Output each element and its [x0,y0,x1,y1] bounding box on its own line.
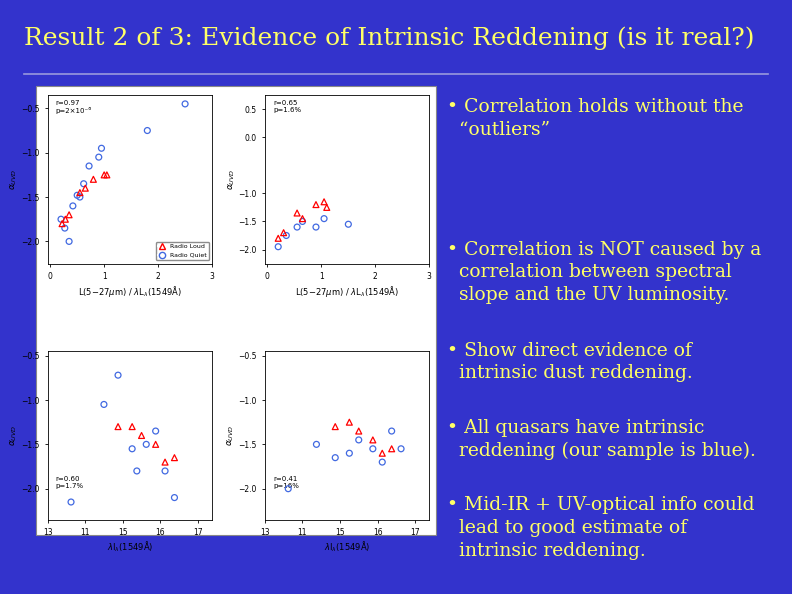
Bar [36,86,436,535]
Point [79,184,92,193]
Text: • Mid-IR + UV-optical info could
  lead to good estimate of
  intrinsic reddenin: • Mid-IR + UV-optical info could lead to… [447,496,755,560]
Point [318,214,330,223]
Point [179,99,192,109]
Point [59,223,71,233]
Point [277,228,290,238]
Y-axis label: $\alpha_{UVD}$: $\alpha_{UVD}$ [9,425,19,446]
Point [70,191,83,200]
Point [65,497,78,507]
Point [141,126,154,135]
Point [272,242,284,251]
Point [101,170,113,179]
Point [150,426,162,436]
X-axis label: $\lambda$I$_\lambda$(1549$\rm\AA$): $\lambda$I$_\lambda$(1549$\rm\AA$) [324,540,370,554]
Point [97,400,110,409]
Point [367,435,379,445]
Point [280,230,292,240]
Text: r=0.60
p=1.7%: r=0.60 p=1.7% [55,476,84,489]
Point [135,431,148,440]
Point [376,457,389,467]
Point [78,179,90,188]
Point [74,192,86,202]
Point [367,444,379,454]
Text: • Correlation is NOT caused by a
  correlation between spectral
  slope and the : • Correlation is NOT caused by a correla… [447,241,762,304]
Point [343,418,356,427]
Point [158,457,171,467]
Point [329,422,341,431]
Point [386,426,398,436]
Point [126,444,139,454]
Point [352,435,365,445]
Point [291,208,303,218]
Point [87,175,100,184]
Point [59,214,71,224]
X-axis label: L(5$-$27$\mu$m) / $\lambda$L$_\lambda$(1549$\rm\AA$): L(5$-$27$\mu$m) / $\lambda$L$_\lambda$(1… [295,284,399,299]
Point [272,233,284,243]
Point [67,201,79,211]
Point [321,203,333,212]
Text: • All quasars have intrinsic
  reddening (our sample is blue).: • All quasars have intrinsic reddening (… [447,419,756,460]
Point [55,214,67,224]
Point [63,236,75,246]
Point [131,466,143,476]
Point [386,444,398,454]
Legend: Radio Loud, Radio Quiet: Radio Loud, Radio Quiet [156,242,209,260]
Text: Result 2 of 3: Evidence of Intrinsic Reddening (is it real?): Result 2 of 3: Evidence of Intrinsic Red… [24,27,754,50]
Point [93,153,105,162]
Point [126,422,139,431]
Text: • Correlation holds without the
  “outliers”: • Correlation holds without the “outlier… [447,98,744,139]
Point [168,493,181,503]
Point [296,214,309,223]
Point [310,222,322,232]
Point [352,426,365,436]
Point [82,161,95,170]
Point [140,440,153,449]
X-axis label: $\lambda$I$_\lambda$(1549$\rm\AA$): $\lambda$I$_\lambda$(1549$\rm\AA$) [107,540,153,554]
Point [95,144,108,153]
Point [296,217,309,226]
Point [318,197,330,207]
X-axis label: L(5$-$27$\mu$m) / $\lambda$L$_\lambda$(1549$\rm\AA$): L(5$-$27$\mu$m) / $\lambda$L$_\lambda$(1… [78,284,182,299]
Y-axis label: $\alpha_{UVD}$: $\alpha_{UVD}$ [227,169,237,190]
Point [310,440,323,449]
Point [158,466,171,476]
Point [342,220,355,229]
Point [112,422,124,431]
Point [98,170,111,179]
Point [112,371,124,380]
Text: r=0.41
p=16%: r=0.41 p=16% [273,476,299,489]
Point [343,448,356,458]
Point [376,448,389,458]
Point [329,453,341,462]
Point [291,222,303,232]
Point [394,444,407,454]
Point [310,200,322,209]
Point [168,453,181,462]
Point [55,219,68,229]
Y-axis label: $\alpha_{UVD}$: $\alpha_{UVD}$ [9,169,19,190]
Point [150,440,162,449]
Text: r=0.97
p=2×10⁻⁶: r=0.97 p=2×10⁻⁶ [55,100,92,114]
Y-axis label: $\alpha_{UVD}$: $\alpha_{UVD}$ [226,425,237,446]
Point [74,188,86,197]
Text: • Show direct evidence of
  intrinsic dust reddening.: • Show direct evidence of intrinsic dust… [447,342,693,383]
Text: r=0.65
p=1.6%: r=0.65 p=1.6% [273,100,301,113]
Point [63,210,75,220]
Point [282,484,295,494]
